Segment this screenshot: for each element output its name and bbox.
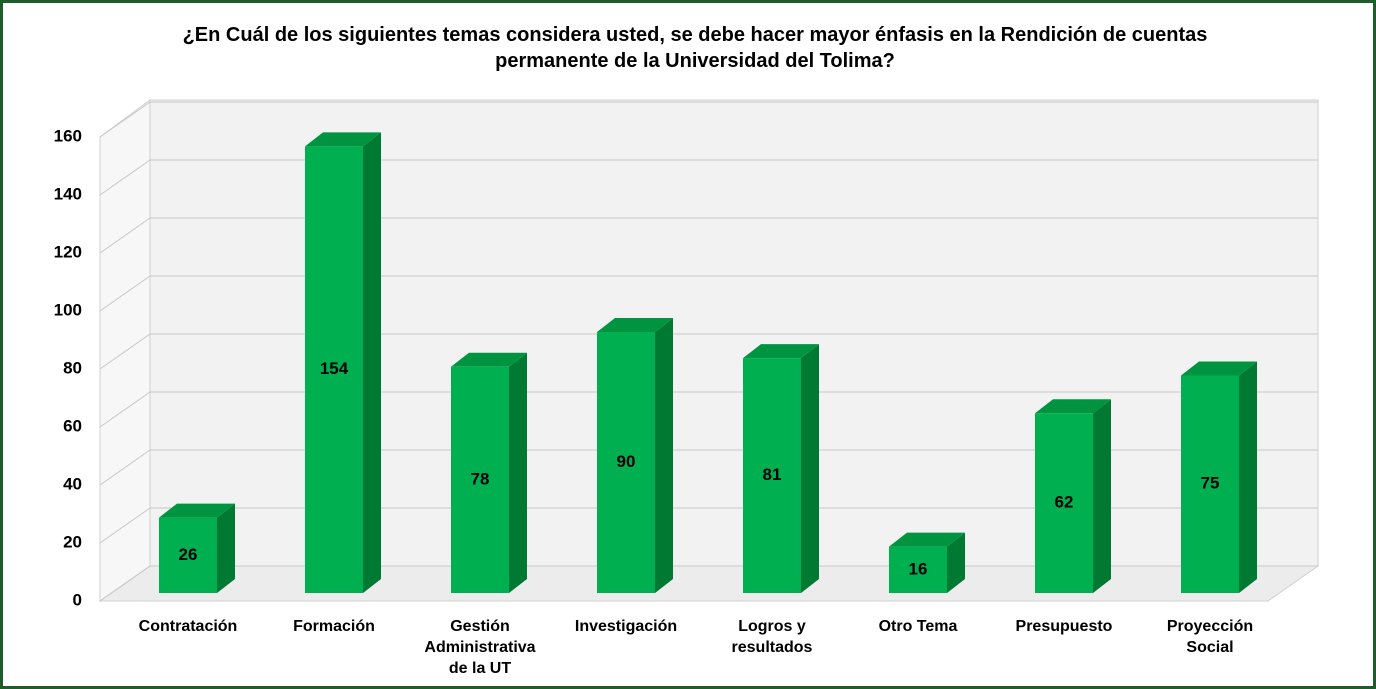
x-tick-label: Otro Tema <box>878 618 958 635</box>
bar-top <box>305 132 381 147</box>
y-tick-label: 160 <box>54 126 82 145</box>
x-tick-label: Gestión Administrativa de la UT <box>424 618 536 677</box>
bar <box>451 352 527 593</box>
bar-front <box>597 332 655 593</box>
value-label: 62 <box>1055 493 1074 512</box>
x-tick-label: Presupuesto <box>1015 618 1113 635</box>
bar-front <box>1181 375 1239 593</box>
bar <box>159 503 235 593</box>
bar-front <box>305 146 363 593</box>
y-tick-label: 20 <box>63 532 82 551</box>
x-tick-label: Formación <box>293 618 375 635</box>
x-tick-label-box: Presupuesto <box>1015 618 1113 635</box>
bar-top <box>597 318 673 332</box>
x-tick-label: Logros y resultados <box>731 618 813 656</box>
bar-side <box>217 503 235 593</box>
value-label: 78 <box>471 469 490 488</box>
bar <box>1181 361 1257 593</box>
value-label: 75 <box>1201 474 1220 493</box>
value-label: 16 <box>909 559 928 578</box>
y-tick-label: 0 <box>73 590 82 609</box>
bar-top <box>1035 399 1111 414</box>
bar-top <box>889 532 965 547</box>
bar-side <box>1093 399 1111 593</box>
grid-line <box>99 333 151 370</box>
grid-line <box>99 217 151 254</box>
bar <box>305 132 381 593</box>
x-tick-label-box: Gestión Administrativa de la UT <box>424 618 536 677</box>
grid-line <box>99 391 151 428</box>
bar <box>743 344 819 593</box>
bar-front <box>451 366 509 593</box>
grid-line <box>99 101 151 138</box>
bar-side <box>509 352 527 593</box>
bar-side <box>363 132 381 593</box>
x-tick-label-box: Proyección Social <box>1166 618 1254 656</box>
bar <box>889 532 965 593</box>
x-tick-label: Proyección Social <box>1166 618 1254 656</box>
value-label: 26 <box>179 545 198 564</box>
value-label: 154 <box>320 359 349 378</box>
y-tick-label: 120 <box>54 242 82 261</box>
value-label: 90 <box>617 452 636 471</box>
bar <box>597 318 673 593</box>
bar-front <box>1035 413 1093 593</box>
bar-front <box>743 358 801 593</box>
x-tick-label-box: Logros y resultados <box>731 618 813 656</box>
bar-front <box>889 546 947 593</box>
bar-top <box>451 352 527 367</box>
value-label: 81 <box>763 465 782 484</box>
bar-top <box>159 503 235 518</box>
bar-top <box>743 344 819 359</box>
bar <box>1035 399 1111 593</box>
chart-title: ¿En Cuál de los siguientes temas conside… <box>182 24 1208 72</box>
grid-line <box>99 159 151 196</box>
x-tick-label-box: Otro Tema <box>878 618 958 635</box>
y-tick-label: 60 <box>63 416 82 435</box>
grid-line <box>99 565 151 602</box>
bar-side <box>1239 361 1257 593</box>
x-tick-label-box: Investigación <box>574 618 678 635</box>
bar-side <box>655 318 673 593</box>
bar-side <box>947 532 965 593</box>
y-tick-label: 100 <box>54 300 82 319</box>
floor <box>98 565 1320 602</box>
y-tick-label: 140 <box>54 184 82 203</box>
bar-side <box>801 344 819 593</box>
y-tick-label: 40 <box>63 474 82 493</box>
y-tick-label: 80 <box>63 358 82 377</box>
x-tick-label-box: Formación <box>293 618 375 635</box>
x-tick-label: Investigación <box>574 618 678 635</box>
x-tick-label-box: Contratación <box>138 618 238 635</box>
bar-front <box>159 517 217 593</box>
grid-line <box>99 507 151 544</box>
grid-line <box>99 275 151 312</box>
grid-line <box>99 449 151 486</box>
bar-top <box>1181 361 1257 376</box>
x-tick-label: Contratación <box>138 618 238 635</box>
